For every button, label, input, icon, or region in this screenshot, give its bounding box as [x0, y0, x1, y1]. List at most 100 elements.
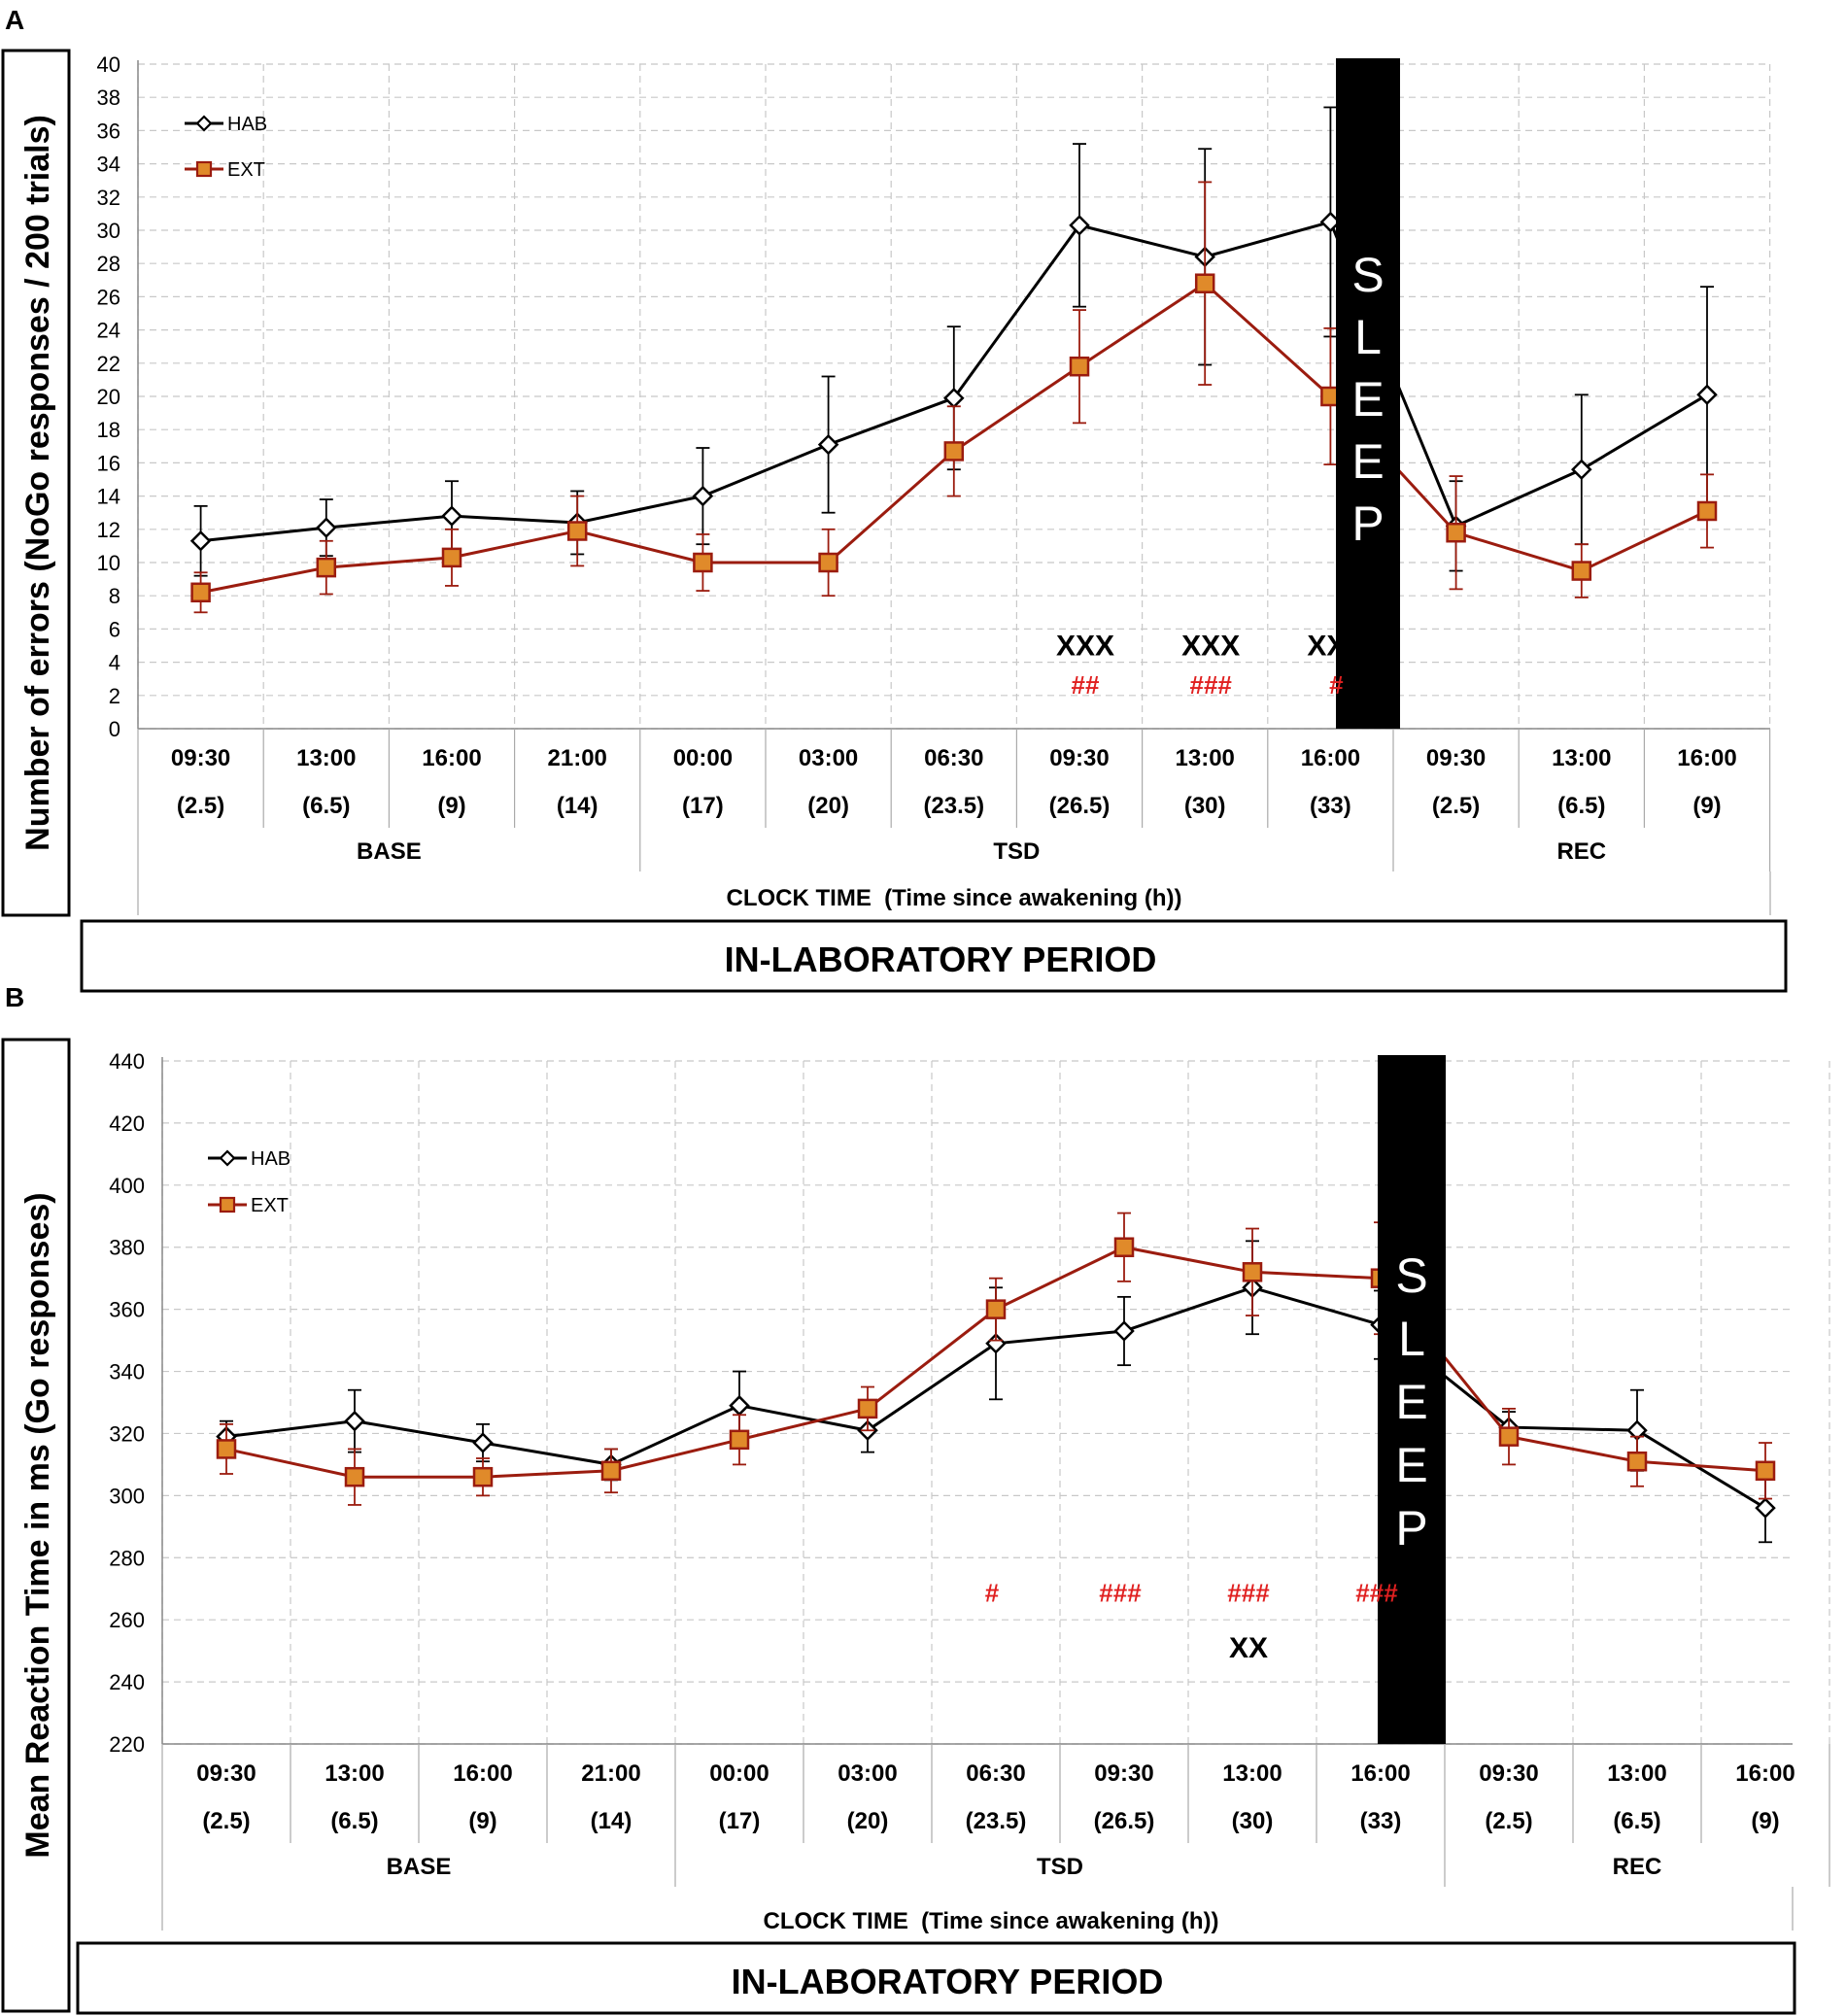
data-point — [1626, 1451, 1648, 1472]
phase-label: TSD — [993, 838, 1040, 865]
panel-a-xlabel: CLOCK TIME (Time since awakening (h)) — [727, 885, 1182, 911]
data-point — [600, 1460, 622, 1482]
sleep-letter: S — [1351, 248, 1384, 302]
y-tick-label: 400 — [109, 1174, 145, 1198]
data-point — [472, 1466, 494, 1487]
x-tick-hours: (9) — [1751, 1808, 1779, 1834]
x-tick-label: 21:00 — [548, 745, 607, 771]
data-point — [216, 1439, 237, 1459]
y-tick-label: 220 — [109, 1732, 145, 1757]
y-tick-label: 18 — [97, 418, 120, 442]
significance-annotation: ## — [1072, 670, 1100, 700]
data-point — [344, 1410, 365, 1432]
significance-annotation: ### — [1227, 1578, 1270, 1607]
panel-b-period-box — [76, 1941, 1796, 2015]
y-tick-label: 360 — [109, 1298, 145, 1322]
panel-b-ylabel-box — [1, 1038, 71, 2013]
panel-a-period-label: IN-LABORATORY PERIOD — [725, 940, 1157, 979]
data-point — [1069, 356, 1090, 377]
y-tick-label: 16 — [97, 451, 120, 475]
significance-annotation: XXX — [1307, 631, 1365, 663]
panel-b-period-label: IN-LABORATORY PERIOD — [732, 1962, 1164, 2001]
y-tick-label: 32 — [97, 186, 120, 210]
x-tick-hours: (2.5) — [202, 1808, 250, 1834]
sleep-letter: L — [1354, 310, 1382, 364]
legend-marker — [195, 115, 213, 132]
x-tick-label: 16:00 — [1735, 1760, 1795, 1787]
phase-label: BASE — [357, 838, 422, 865]
data-point — [441, 505, 462, 527]
legend-label: EXT — [227, 159, 265, 181]
data-point — [441, 547, 462, 568]
x-tick-label: 21:00 — [581, 1760, 640, 1787]
data-point — [1113, 1320, 1135, 1342]
x-tick-hours: (9) — [437, 793, 465, 819]
significance-annotation: # — [985, 1578, 1000, 1607]
data-point — [729, 1394, 750, 1417]
data-point — [190, 582, 211, 603]
data-point — [857, 1398, 878, 1419]
significance-annotation: ### — [1099, 1578, 1142, 1607]
y-tick-label: 0 — [109, 717, 120, 741]
sleep-letter: E — [1351, 434, 1384, 489]
x-tick-label: 16:00 — [1301, 745, 1360, 771]
x-tick-hours: (14) — [557, 793, 598, 819]
data-point — [1113, 1237, 1135, 1257]
legend: HAB EXT — [185, 114, 267, 181]
x-tick-label: 00:00 — [709, 1760, 769, 1787]
x-tick-label: 13:00 — [1607, 1760, 1666, 1787]
x-tick-label: 13:00 — [325, 1760, 384, 1787]
x-tick-hours: (6.5) — [302, 793, 350, 819]
y-tick-label: 40 — [97, 52, 120, 77]
x-tick-label: 09:30 — [171, 745, 230, 771]
data-point — [1242, 1262, 1263, 1282]
y-tick-label: 280 — [109, 1546, 145, 1570]
sleep-letter: P — [1395, 1501, 1427, 1555]
x-tick-label: 13:00 — [296, 745, 356, 771]
panel-a: A Number of errors (NoGo responses / 200… — [1, 5, 1788, 993]
significance-annotation: XXX — [1181, 631, 1240, 663]
sleep-letter: S — [1395, 1248, 1427, 1303]
legend-marker — [195, 160, 213, 178]
y-tick-label: 36 — [97, 119, 120, 143]
x-tick-hours: (6.5) — [330, 1808, 378, 1834]
x-tick-label: 09:30 — [1479, 1760, 1538, 1787]
panel-b-ylabel: Mean Reaction Time in ms (Go responses) — [19, 1192, 56, 1858]
significance-annotation: # — [1329, 670, 1344, 700]
data-point — [344, 1466, 365, 1487]
y-tick-label: 240 — [109, 1670, 145, 1694]
x-tick-label: 06:30 — [924, 745, 983, 771]
data-point — [818, 552, 838, 573]
y-tick-label: 440 — [109, 1049, 145, 1074]
panel-a-label: A — [5, 5, 24, 35]
data-point — [472, 1432, 494, 1453]
x-tick-label: 16:00 — [422, 745, 481, 771]
panel-b-xlabel: CLOCK TIME (Time since awakening (h)) — [764, 1908, 1219, 1934]
data-point — [1194, 273, 1215, 293]
x-tick-hours: (2.5) — [1432, 793, 1480, 819]
panel-a-period-box — [80, 919, 1788, 993]
panel-a-plot: 024681012141618202224262830323436384009:… — [97, 52, 1771, 915]
y-tick-label: 420 — [109, 1111, 145, 1136]
x-tick-hours: (17) — [719, 1808, 761, 1834]
significance-annotation: ### — [1190, 670, 1233, 700]
panel-a-ylabel-box — [1, 49, 71, 917]
x-tick-label: 09:30 — [1094, 1760, 1153, 1787]
data-point — [1571, 459, 1592, 481]
y-tick-label: 320 — [109, 1421, 145, 1446]
y-tick-label: 4 — [109, 651, 120, 675]
data-point — [1755, 1460, 1776, 1482]
data-point — [817, 433, 839, 456]
y-tick-label: 340 — [109, 1360, 145, 1384]
x-tick-hours: (30) — [1232, 1808, 1274, 1834]
y-tick-label: 2 — [109, 684, 120, 708]
legend-label: HAB — [227, 114, 267, 135]
y-tick-label: 14 — [97, 485, 120, 509]
significance-annotation: ### — [1355, 1578, 1398, 1607]
sleep-letter: L — [1398, 1312, 1425, 1366]
x-tick-label: 03:00 — [838, 1760, 897, 1787]
x-tick-hours: (14) — [591, 1808, 632, 1834]
x-tick-hours: (17) — [682, 793, 724, 819]
y-tick-label: 34 — [97, 153, 120, 177]
data-point — [316, 517, 337, 538]
